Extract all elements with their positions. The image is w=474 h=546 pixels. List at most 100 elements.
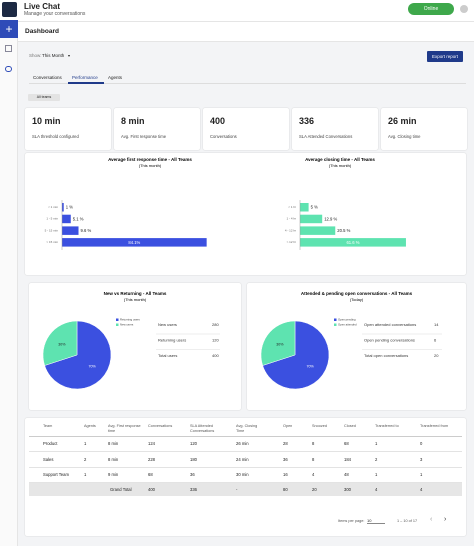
new-button[interactable]: + <box>0 20 18 38</box>
card <box>203 108 289 150</box>
slice-label: 70% <box>307 364 315 368</box>
table-cell: 2 <box>375 456 378 462</box>
table-header: Snoozed <box>312 424 327 428</box>
next-page[interactable]: › <box>444 516 447 523</box>
sidebar <box>0 22 18 546</box>
table-header: Avg. Closing Time <box>236 424 258 433</box>
category-label: 1 - 5 min <box>46 217 58 221</box>
total-cell: 80 <box>283 487 288 492</box>
pagination-range: 1 – 10 of 17 <box>397 519 418 523</box>
bar <box>300 203 309 212</box>
table-cell: 228 <box>148 456 155 462</box>
total-cell: - <box>236 487 238 492</box>
chart-title: New vs Returning - All Teams <box>104 291 167 296</box>
legend-label: Open pending <box>338 318 356 322</box>
category-label: 4 - 12 hr <box>285 228 296 232</box>
tab[interactable]: Conversations <box>33 75 62 80</box>
stat-label: Total open conversations <box>364 353 408 358</box>
table-header: Open <box>283 424 293 428</box>
stat-label: Open pending conversations <box>364 338 415 343</box>
table-cell: 1 <box>84 441 87 446</box>
table-cell: 124 <box>148 441 155 446</box>
tab[interactable]: Performance <box>72 75 98 80</box>
table-cell: Product <box>43 441 58 446</box>
table-cell: 0 <box>420 441 423 446</box>
nav-icon[interactable] <box>5 45 12 52</box>
table-cell: 28 <box>283 441 288 446</box>
table-cell: 8 <box>312 441 315 446</box>
legend-swatch <box>116 323 119 326</box>
status-button[interactable]: Online <box>408 3 454 15</box>
tab-divider <box>29 83 466 84</box>
table-cell: 26 min <box>236 441 249 446</box>
stat-value: 6 <box>434 338 437 343</box>
table-header: Transferred to <box>375 424 399 428</box>
card <box>25 418 466 536</box>
table-cell: 184 <box>344 456 351 462</box>
kpi-value: 400 <box>210 116 226 126</box>
card <box>25 108 111 150</box>
kpi-label: SLA threshold configured <box>32 134 79 139</box>
legend-label: Returning users <box>120 318 140 322</box>
filter-value[interactable]: This Month <box>42 53 65 58</box>
category-label: > 15 min <box>46 240 58 244</box>
prev-page[interactable]: ‹ <box>430 516 433 523</box>
chart-subtitle: (This month) <box>139 163 162 168</box>
chart-subtitle: (This month) <box>124 297 147 302</box>
value-label: 1 % <box>66 205 73 210</box>
nav-icon[interactable] <box>5 66 12 72</box>
bar <box>300 238 406 247</box>
stat-value: 400 <box>212 353 219 358</box>
export-button[interactable]: Export report <box>427 51 463 62</box>
table-cell: 3 <box>420 456 423 462</box>
table-header: Agents <box>84 424 96 428</box>
table-cell: 8 min <box>108 441 119 446</box>
bar <box>300 226 336 235</box>
bar <box>62 203 64 212</box>
stat-value: 280 <box>212 322 219 327</box>
kpi-label: Avg. Closing time <box>388 134 421 139</box>
bar <box>300 214 323 224</box>
table-header: Closed <box>344 424 356 428</box>
table-cell: 9 min <box>108 472 119 477</box>
kpi-value: 336 <box>299 116 315 126</box>
table-cell: 48 <box>344 472 349 477</box>
header-divider <box>29 436 462 437</box>
table-cell: 2 <box>84 456 87 462</box>
value-label: 12.9 % <box>324 216 337 221</box>
table-cell: 1 <box>420 472 423 477</box>
stat-value: 14 <box>434 322 439 327</box>
per-page-select[interactable]: 10 <box>367 518 385 524</box>
stat-label: Total users <box>158 353 177 358</box>
table-header: SLA Attended Conversations <box>190 424 215 433</box>
value-label: 9.6 % <box>81 228 92 233</box>
pie-slice <box>42 320 78 366</box>
avatar[interactable] <box>460 5 468 13</box>
kpi-value: 8 min <box>121 116 145 126</box>
table-cell: 68 <box>148 472 153 477</box>
bar-chart-card <box>25 153 466 275</box>
total-cell: 4 <box>375 487 378 492</box>
dropdown-caret[interactable]: ▾ <box>68 53 71 58</box>
table-cell: 16 <box>283 472 288 477</box>
row-divider <box>29 482 462 483</box>
card <box>381 108 467 150</box>
stat-value: 20 <box>434 353 439 358</box>
filter-label: Show: <box>29 53 42 58</box>
legend-label: Open attended <box>338 323 357 327</box>
table-cell: 68 <box>344 441 349 446</box>
stat-label: Returning users <box>158 338 186 343</box>
pagination-label: Items per page: <box>338 519 365 523</box>
table-header: Conversations <box>148 424 173 428</box>
legend-swatch <box>334 318 337 321</box>
tab[interactable]: Agents <box>108 75 123 80</box>
table-cell: 4 <box>312 472 315 477</box>
chart-subtitle: (Today) <box>350 297 364 302</box>
row-divider <box>29 466 462 467</box>
category-label: 5 - 15 min <box>45 228 59 232</box>
card <box>114 108 200 150</box>
team-chip[interactable]: All teams <box>28 94 60 101</box>
slice-label: 70% <box>89 364 97 368</box>
table-cell: 8 min <box>108 456 119 462</box>
